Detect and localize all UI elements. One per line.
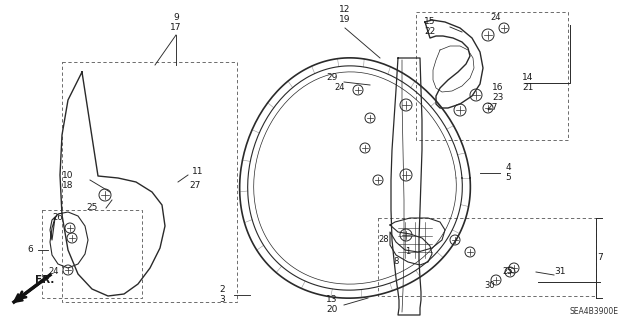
Bar bbox=[42, 210, 142, 298]
Text: 19: 19 bbox=[339, 16, 351, 25]
Text: FR.: FR. bbox=[35, 275, 54, 285]
Bar bbox=[416, 12, 568, 140]
Text: 15: 15 bbox=[424, 18, 436, 26]
Text: 12: 12 bbox=[339, 5, 351, 14]
Text: 31: 31 bbox=[554, 268, 566, 277]
Text: 21: 21 bbox=[522, 84, 534, 93]
Text: 9: 9 bbox=[173, 13, 179, 23]
Text: 14: 14 bbox=[522, 73, 534, 83]
Text: 18: 18 bbox=[62, 181, 74, 189]
Text: 1: 1 bbox=[405, 248, 411, 256]
Text: SEA4B3900E: SEA4B3900E bbox=[569, 308, 618, 316]
Text: 7: 7 bbox=[597, 254, 603, 263]
Text: 20: 20 bbox=[326, 306, 338, 315]
Text: 26: 26 bbox=[52, 213, 63, 222]
Text: 2: 2 bbox=[219, 286, 225, 294]
Text: 22: 22 bbox=[424, 27, 436, 36]
Bar bbox=[62, 62, 237, 302]
Text: 10: 10 bbox=[62, 170, 74, 180]
Text: 4: 4 bbox=[505, 164, 511, 173]
Text: 24: 24 bbox=[491, 13, 501, 23]
Text: 25: 25 bbox=[86, 204, 98, 212]
Text: 24: 24 bbox=[335, 84, 345, 93]
Text: 29: 29 bbox=[326, 73, 338, 83]
Text: 27: 27 bbox=[189, 181, 201, 189]
Text: 6: 6 bbox=[27, 246, 33, 255]
Text: 28: 28 bbox=[379, 235, 389, 244]
Text: 13: 13 bbox=[326, 295, 338, 305]
Text: 30: 30 bbox=[484, 280, 495, 290]
Bar bbox=[378, 218, 596, 296]
Text: 23: 23 bbox=[492, 93, 504, 102]
Text: 27: 27 bbox=[486, 103, 498, 113]
Text: 16: 16 bbox=[492, 84, 504, 93]
Text: 11: 11 bbox=[192, 167, 204, 176]
Text: 17: 17 bbox=[170, 24, 182, 33]
Text: 25: 25 bbox=[503, 268, 513, 277]
Text: 3: 3 bbox=[219, 295, 225, 305]
Text: 8: 8 bbox=[394, 257, 399, 266]
Text: 5: 5 bbox=[505, 174, 511, 182]
Text: 24: 24 bbox=[49, 268, 60, 277]
